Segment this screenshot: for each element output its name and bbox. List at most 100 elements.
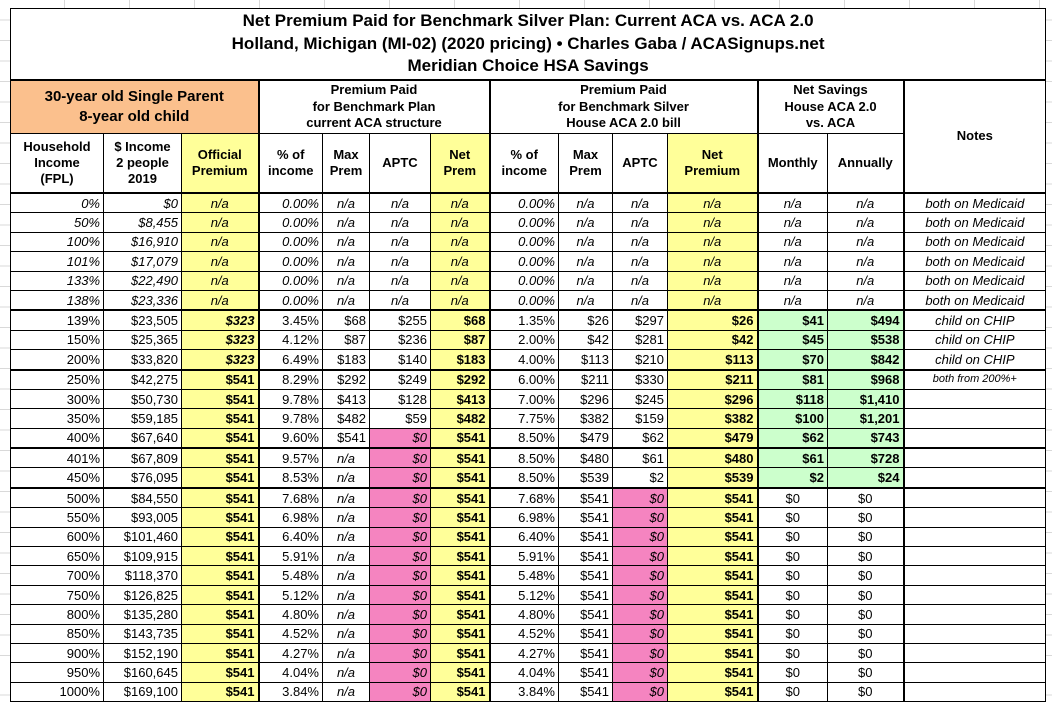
cell-aca-pct-income[interactable]: 5.48% <box>258 565 323 586</box>
cell-aca-net-prem[interactable]: $541 <box>430 487 491 509</box>
cell-aca2-net-premium[interactable]: $541 <box>667 662 759 683</box>
cell-official-premium[interactable]: $541 <box>181 487 260 509</box>
cell-official-premium[interactable]: $541 <box>181 623 260 644</box>
cell-aca-net-prem[interactable]: n/a <box>430 270 491 291</box>
cell-savings-annually[interactable]: $0 <box>827 681 905 702</box>
cell-savings-monthly[interactable]: $0 <box>757 642 828 664</box>
cell-aca-pct-income[interactable]: 6.49% <box>258 349 323 371</box>
cell-aca2-aptc[interactable]: $210 <box>612 349 668 371</box>
cell-note[interactable]: child on CHIP <box>902 309 1047 331</box>
cell-aca2-aptc[interactable]: $0 <box>612 623 668 644</box>
cell-note[interactable] <box>902 604 1047 625</box>
cell-aca-net-prem[interactable]: n/a <box>430 212 491 233</box>
cell-note[interactable] <box>902 681 1047 702</box>
cell-savings-monthly[interactable]: n/a <box>757 192 828 214</box>
cell-savings-monthly[interactable]: $0 <box>757 623 828 644</box>
cell-aca2-pct-income[interactable]: 6.98% <box>489 507 559 528</box>
cell-note[interactable] <box>902 662 1047 683</box>
cell-aca2-net-premium[interactable]: n/a <box>667 212 759 233</box>
cell-aca-max-prem[interactable]: $292 <box>322 369 370 390</box>
cell-aca-pct-income[interactable]: 0.00% <box>258 231 323 253</box>
cell-aca-aptc[interactable]: $0 <box>369 623 431 644</box>
cell-aca-pct-income[interactable]: 6.40% <box>258 526 323 548</box>
cell-savings-annually[interactable]: $0 <box>827 642 905 664</box>
cell-aca-max-prem[interactable]: n/a <box>322 447 370 469</box>
cell-aca-pct-income[interactable]: 0.00% <box>258 251 323 272</box>
column-header-savings-monthly[interactable]: Monthly <box>757 133 828 194</box>
cell-aca2-net-premium[interactable]: n/a <box>667 231 759 253</box>
cell-note[interactable] <box>902 526 1047 548</box>
cell-fpl[interactable]: 1000% <box>10 681 104 702</box>
cell-aca2-max-prem[interactable]: $382 <box>558 408 613 429</box>
cell-official-premium[interactable]: $541 <box>181 447 260 469</box>
cell-aca-pct-income[interactable]: 4.52% <box>258 623 323 644</box>
cell-aca-max-prem[interactable]: $87 <box>322 329 370 351</box>
cell-aca-max-prem[interactable]: n/a <box>322 584 370 606</box>
cell-income[interactable]: $22,490 <box>103 270 182 291</box>
cell-aca-net-prem[interactable]: $541 <box>430 681 491 702</box>
cell-savings-annually[interactable]: $842 <box>827 349 905 371</box>
cell-aca2-aptc[interactable]: $2 <box>612 467 668 489</box>
cell-aca2-net-premium[interactable]: $480 <box>667 447 759 469</box>
cell-aca2-pct-income[interactable]: 4.04% <box>489 662 559 683</box>
cell-aca2-aptc[interactable]: $0 <box>612 526 668 548</box>
cell-aca-aptc[interactable]: $0 <box>369 681 431 702</box>
cell-official-premium[interactable]: $541 <box>181 427 260 450</box>
cell-aca2-aptc[interactable]: $0 <box>612 662 668 683</box>
cell-fpl[interactable]: 150% <box>10 329 104 351</box>
cell-official-premium[interactable]: $541 <box>181 507 260 528</box>
cell-fpl[interactable]: 600% <box>10 526 104 548</box>
cell-aca-max-prem[interactable]: n/a <box>322 546 370 567</box>
cell-income[interactable]: $23,505 <box>103 309 182 331</box>
cell-savings-monthly[interactable]: $0 <box>757 662 828 683</box>
cell-aca-net-prem[interactable]: $541 <box>430 427 491 450</box>
cell-aca2-net-premium[interactable]: $541 <box>667 526 759 548</box>
cell-aca2-net-premium[interactable]: $541 <box>667 487 759 509</box>
cell-aca-pct-income[interactable]: 0.00% <box>258 270 323 291</box>
cell-aca2-aptc[interactable]: $245 <box>612 388 668 410</box>
cell-aca2-pct-income[interactable]: 0.00% <box>489 270 559 291</box>
cell-income[interactable]: $160,645 <box>103 662 182 683</box>
cell-aca2-max-prem[interactable]: $541 <box>558 546 613 567</box>
group-header-aca2[interactable]: Premium Paid for Benchmark Silver House … <box>489 79 759 134</box>
cell-income[interactable]: $126,825 <box>103 584 182 606</box>
cell-aca-net-prem[interactable]: $87 <box>430 329 491 351</box>
cell-savings-monthly[interactable]: $41 <box>757 309 828 331</box>
cell-aca2-aptc[interactable]: $0 <box>612 642 668 664</box>
cell-aca-pct-income[interactable]: 0.00% <box>258 289 323 312</box>
cell-note[interactable] <box>902 565 1047 586</box>
cell-aca-pct-income[interactable]: 4.12% <box>258 329 323 351</box>
cell-aca-net-prem[interactable]: $183 <box>430 349 491 371</box>
cell-aca-aptc[interactable]: $0 <box>369 584 431 606</box>
cell-aca-max-prem[interactable]: n/a <box>322 604 370 625</box>
cell-official-premium[interactable]: n/a <box>181 192 260 214</box>
cell-aca2-aptc[interactable]: n/a <box>612 270 668 291</box>
cell-savings-annually[interactable]: $0 <box>827 565 905 586</box>
cell-aca2-max-prem[interactable]: $541 <box>558 604 613 625</box>
cell-aca2-net-premium[interactable]: $541 <box>667 584 759 606</box>
cell-income[interactable]: $17,079 <box>103 251 182 272</box>
cell-aca2-aptc[interactable]: $62 <box>612 427 668 450</box>
cell-savings-annually[interactable]: $0 <box>827 526 905 548</box>
cell-savings-monthly[interactable]: $0 <box>757 526 828 548</box>
cell-note[interactable] <box>902 388 1047 410</box>
cell-aca-net-prem[interactable]: $541 <box>430 507 491 528</box>
cell-official-premium[interactable]: n/a <box>181 251 260 272</box>
cell-aca-pct-income[interactable]: 0.00% <box>258 192 323 214</box>
cell-aca-aptc[interactable]: $0 <box>369 604 431 625</box>
cell-fpl[interactable]: 650% <box>10 546 104 567</box>
cell-aca-pct-income[interactable]: 4.27% <box>258 642 323 664</box>
cell-aca2-pct-income[interactable]: 3.84% <box>489 681 559 702</box>
cell-income[interactable]: $16,910 <box>103 231 182 253</box>
cell-aca2-aptc[interactable]: $0 <box>612 681 668 702</box>
cell-savings-annually[interactable]: $1,201 <box>827 408 905 429</box>
cell-savings-monthly[interactable]: $0 <box>757 565 828 586</box>
cell-aca2-aptc[interactable]: $0 <box>612 604 668 625</box>
cell-fpl[interactable]: 0% <box>10 192 104 214</box>
cell-aca-pct-income[interactable]: 5.91% <box>258 546 323 567</box>
cell-aca-aptc[interactable]: $0 <box>369 467 431 489</box>
cell-aca-net-prem[interactable]: $541 <box>430 604 491 625</box>
cell-aca2-aptc[interactable]: $0 <box>612 584 668 606</box>
cell-aca2-net-premium[interactable]: $541 <box>667 507 759 528</box>
cell-fpl[interactable]: 400% <box>10 427 104 450</box>
